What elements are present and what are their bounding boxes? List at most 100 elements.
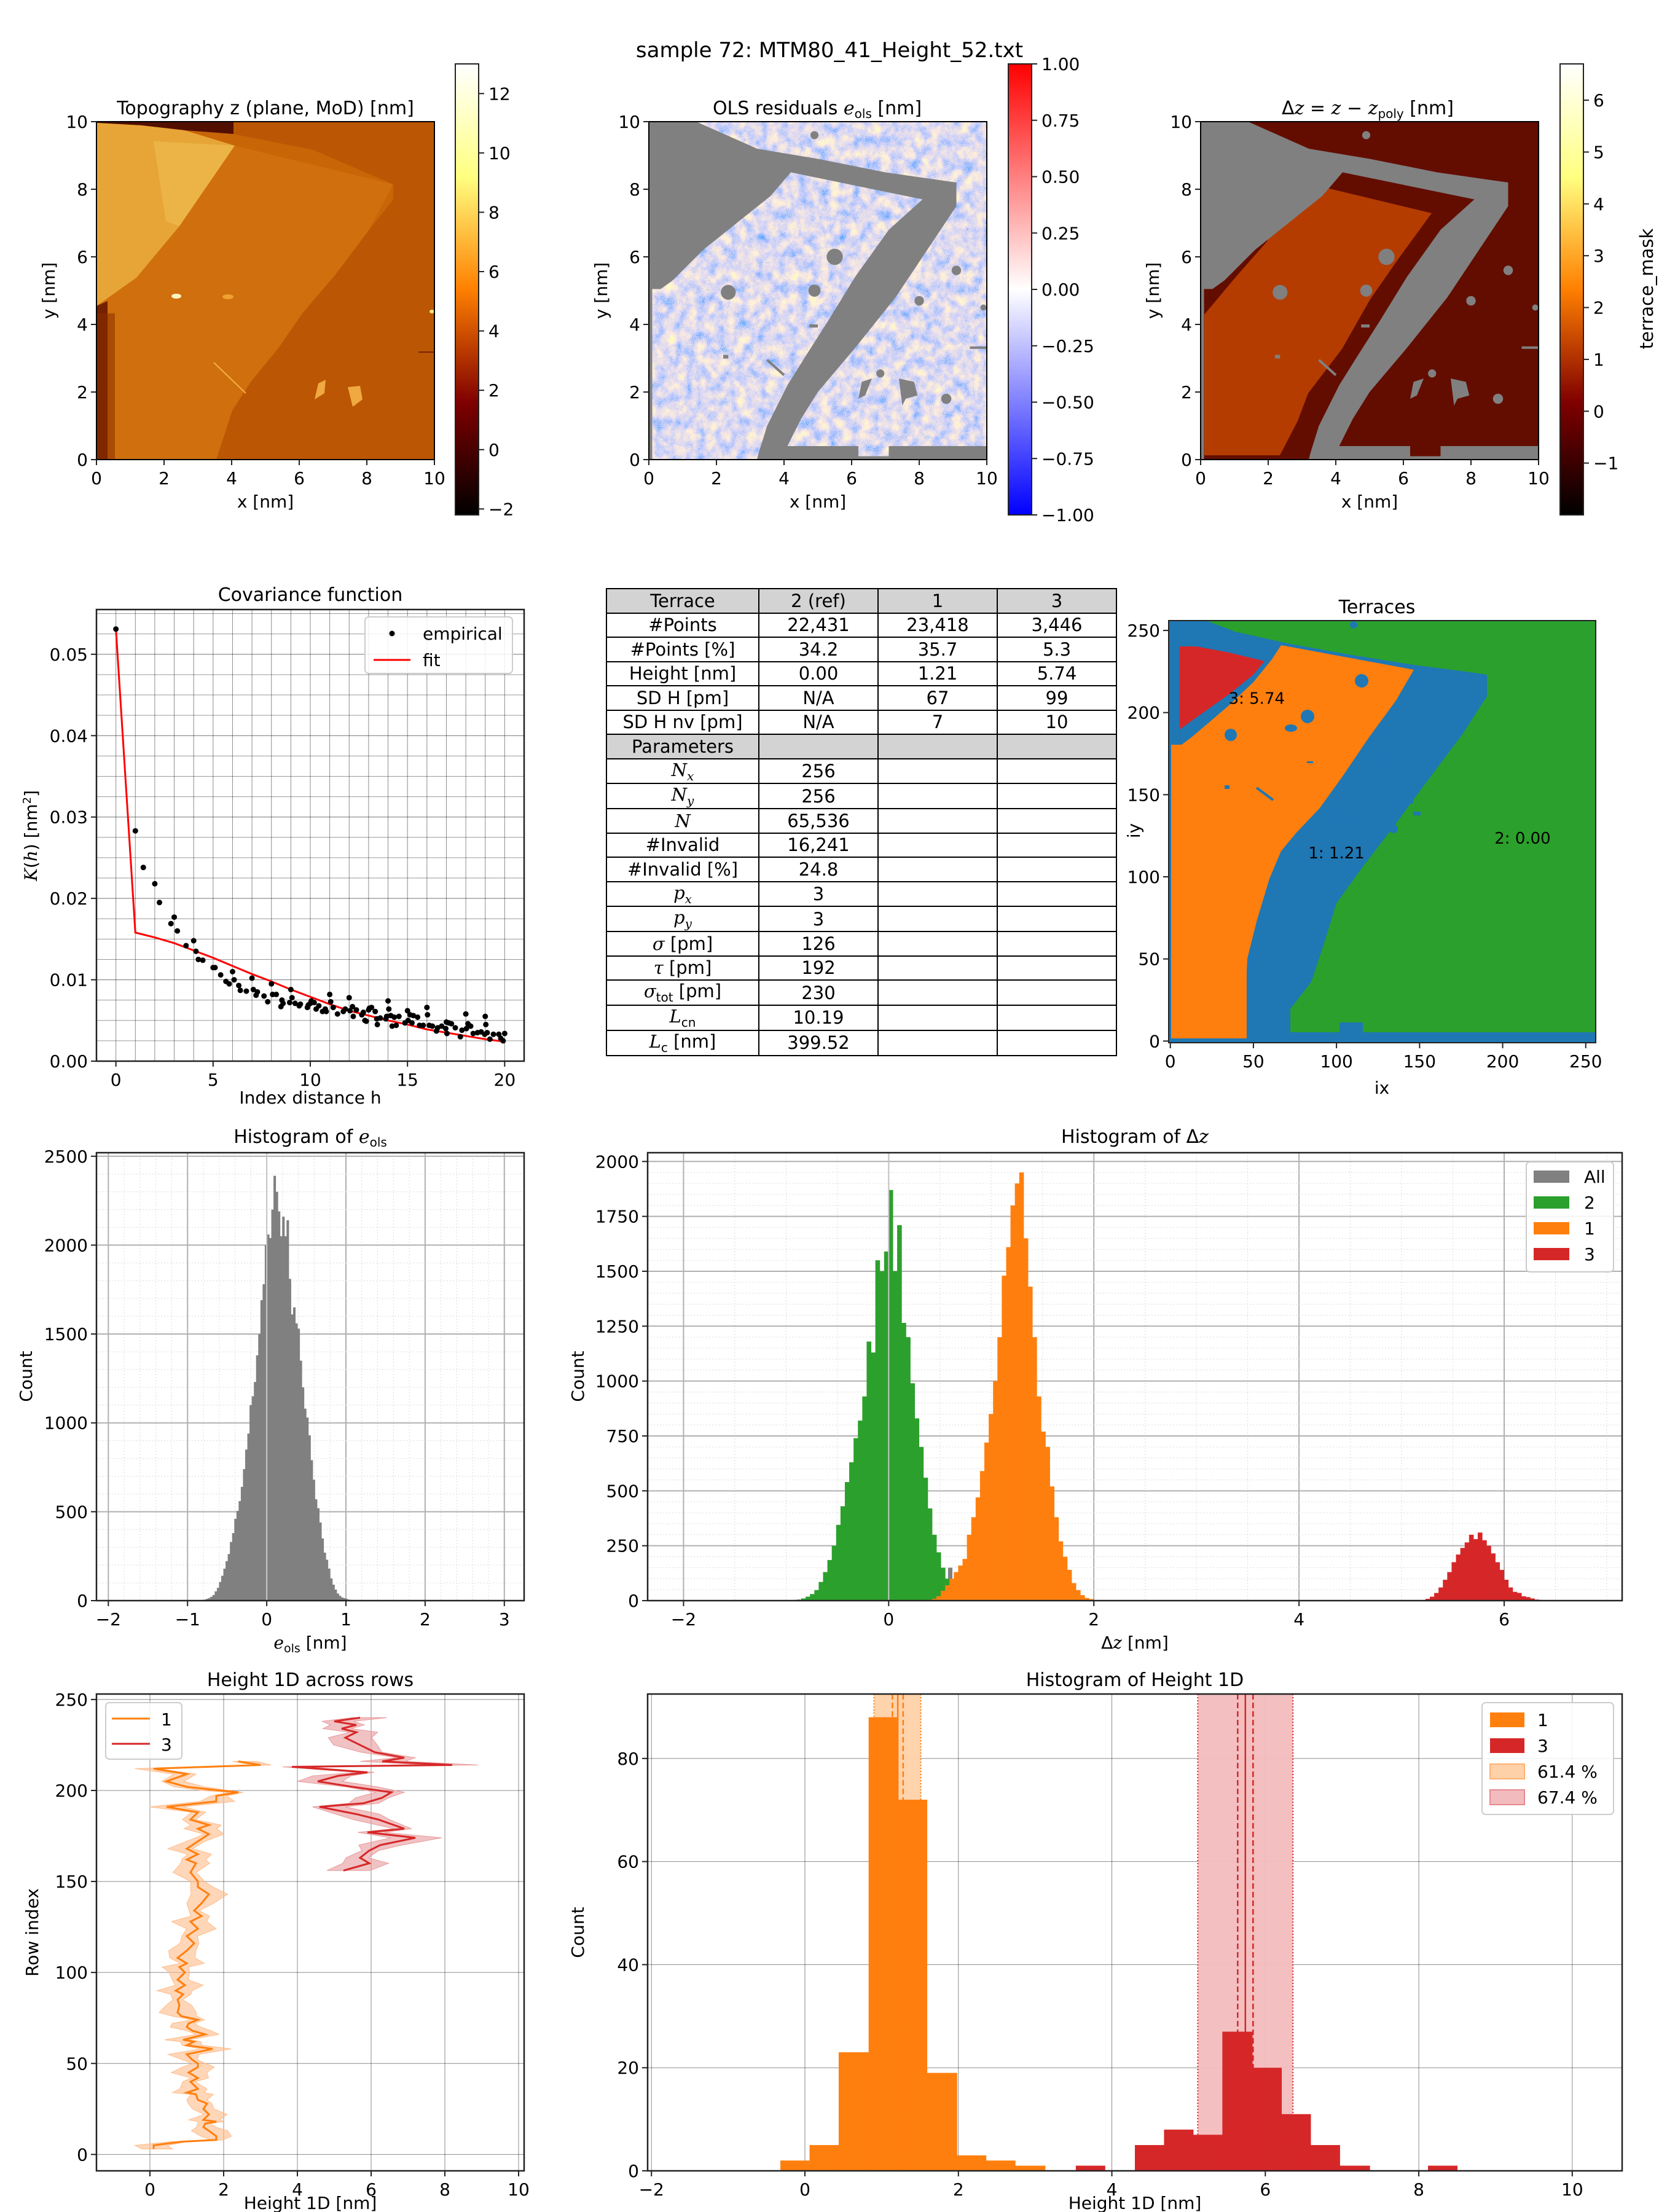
topography-colorbar: −2 0 2 4 6 8 10 12 [455, 63, 514, 519]
x-tick-label: −1 [175, 1609, 200, 1630]
empirical-point [353, 1007, 359, 1013]
y-tick-label: 1000 [595, 1371, 639, 1392]
x-tick-label: 8 [439, 2179, 450, 2200]
table-cell [997, 955, 1117, 981]
x-tick-label: 3 [499, 1609, 510, 1630]
terraces-title: Terraces [1338, 597, 1416, 618]
y-tick-label: 200 [1128, 703, 1160, 723]
y-tick-label: 8 [1181, 179, 1192, 200]
histogram-bar-terrace-2 [914, 1418, 920, 1601]
terraces-ylabel: iy [1124, 823, 1144, 838]
empirical-point [249, 975, 255, 981]
empirical-point [490, 1031, 496, 1037]
y-tick-label: 2 [77, 382, 88, 402]
y-tick-label: 150 [1128, 785, 1160, 805]
hist-height1d-grid [648, 1694, 1622, 2171]
x-tick-label: 6 [294, 468, 305, 488]
table-row: px 3 [606, 880, 1117, 908]
y-tick-label: 0 [77, 2144, 88, 2165]
empirical-point [409, 1020, 415, 1026]
covariance-fit-line [115, 629, 505, 1043]
y-tick-label: 10 [618, 112, 640, 132]
hist-height1d-legend: 1 3 61.4 % 67.4 % [1481, 1702, 1614, 1815]
height1d-rows-legend: 1 3 [105, 1702, 182, 1760]
y-tick-label: 4 [629, 315, 640, 335]
histogram-bar-terrace-1 [1054, 1517, 1059, 1601]
histogram-bar-terrace-3 [1252, 2068, 1282, 2171]
empirical-point [347, 1008, 353, 1014]
histogram-bar [327, 1568, 331, 1601]
empirical-point [334, 1011, 340, 1017]
histogram-bar-terrace-2 [910, 1383, 915, 1601]
empirical-point [200, 957, 206, 963]
table-row: #Invalid [%] 24.8 [606, 857, 1117, 882]
empirical-point [327, 991, 333, 997]
table-cell [997, 979, 1117, 1006]
histogram-bar-terrace-3 [1443, 1580, 1448, 1601]
y-tick-label: 0 [629, 450, 640, 470]
histogram-bar-terrace-1 [1067, 1569, 1072, 1601]
panel-hist-dz: Histogram of Δz −2 0 2 4 6 0 250 500 750 1000 1250… [568, 1126, 1623, 1653]
histogram-bar-terrace-3 [1456, 1554, 1461, 1601]
table-cell [877, 955, 998, 981]
x-tick-label: 0 [1165, 1051, 1176, 1072]
x-tick-label: 10 [1561, 2179, 1583, 2200]
invalid-band-left [1201, 122, 1343, 289]
x-tick-label: 8 [361, 468, 372, 488]
legend-swatch [1489, 1789, 1525, 1805]
histogram-bar-terrace-3 [1491, 1553, 1496, 1601]
invalid-band-left [649, 122, 791, 289]
histogram-bar-terrace-3 [1075, 2165, 1105, 2171]
invalid-hole [721, 284, 736, 300]
table-cell [997, 857, 1117, 882]
histogram-bar-terrace-1 [1045, 1446, 1050, 1601]
table-row-label: Lc [nm] [606, 1029, 759, 1056]
fit-line [115, 629, 505, 1043]
legend-swatch [1490, 1712, 1524, 1727]
x-axis-label: x [nm] [1341, 492, 1398, 512]
invalid-hole [1466, 296, 1476, 306]
table-row-label: py [606, 906, 759, 933]
table-cell [997, 808, 1117, 834]
invalid-hole [858, 378, 872, 399]
histogram-bar-terrace-2 [941, 1567, 946, 1601]
histogram-bar-terrace-1 [1076, 1590, 1081, 1601]
invalid-hole [1492, 393, 1504, 404]
x-tick-label: 0 [261, 1609, 272, 1630]
histogram-bar-terrace-1 [949, 1579, 954, 1601]
histogram-bar [278, 1211, 281, 1601]
histogram-bar [262, 1284, 265, 1601]
table-cell [877, 880, 998, 908]
table-cell: 256 [758, 783, 879, 810]
x-tick-label: 0 [91, 468, 102, 488]
histogram-bar [219, 1582, 222, 1601]
legend-swatch-1 [1534, 1222, 1569, 1234]
x-tick-label: 2 [711, 468, 722, 488]
table-cell: 7 [877, 709, 998, 735]
empirical-point [297, 1001, 304, 1007]
empirical-point [415, 1014, 421, 1020]
table-cell: 5.74 [997, 661, 1117, 686]
x-tick-label: 8 [1413, 2179, 1424, 2200]
x-tick-label: 4 [1107, 2179, 1118, 2200]
legend-3: 3 [161, 1735, 172, 1755]
x-tick-label: 8 [1465, 468, 1477, 488]
terraces-xlabel: ix [1375, 1078, 1389, 1098]
covariance-xlabel: Index distance h [239, 1088, 381, 1108]
y-axis-label: y [nm] [39, 262, 59, 319]
histogram-bar [232, 1533, 235, 1601]
histogram-bar-terrace-3 [1447, 1572, 1452, 1601]
empirical-point [443, 1026, 449, 1032]
empirical-point [463, 1026, 469, 1032]
histogram-bar [212, 1594, 215, 1601]
empirical-point [500, 1038, 506, 1044]
x-tick-label: 50 [1242, 1051, 1265, 1072]
x-tick-label: 5 [208, 1070, 219, 1090]
empirical-point [385, 998, 391, 1004]
empirical-point [237, 987, 243, 994]
table-cell [997, 832, 1117, 858]
panel-height1d-rows: Height 1D across rows 0 2 4 6 8 1005010015020… [22, 1669, 530, 2212]
histogram-bar-terrace-3 [1521, 1596, 1526, 1601]
histogram-bar-terrace-3 [1486, 1545, 1491, 1601]
empirical-point [391, 1014, 398, 1020]
